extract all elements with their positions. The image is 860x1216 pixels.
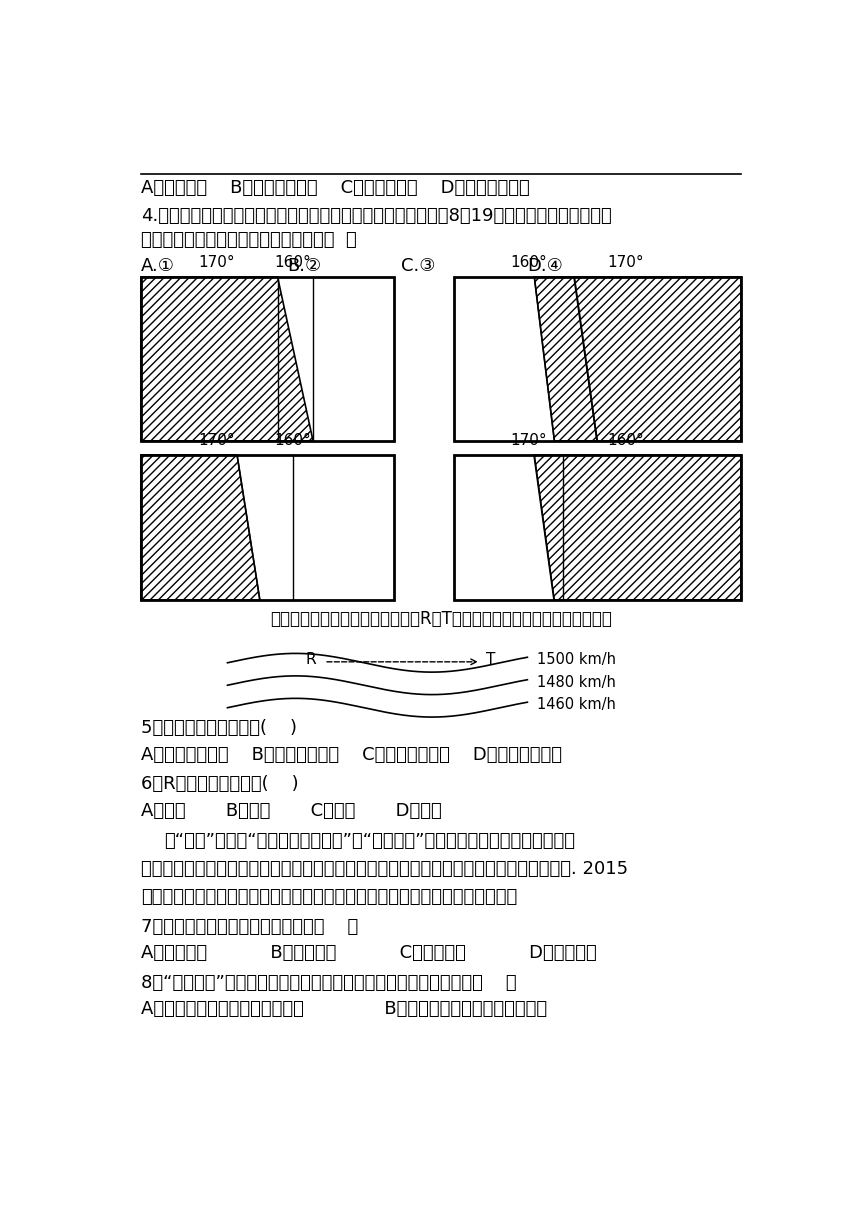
Text: 170°: 170° (199, 433, 235, 449)
Text: A.①: A.① (141, 257, 175, 275)
Bar (454, 277, 740, 441)
Text: 读地球自转等线速度分布示意图，R、T在同一纬线上。据此完成５～６题。: 读地球自转等线速度分布示意图，R、T在同一纬线上。据此完成５～６题。 (270, 609, 611, 627)
Bar (141, 277, 394, 441)
Text: D.④: D.④ (527, 257, 563, 275)
Text: 4.读图，一架在北半球飞行的飞机，飞越晨昿线上空时，当地为8日19时。根据上述条件判断，: 4.读图，一架在北半球飞行的飞机，飞越晨昿线上空时，当地为8日19时。根据上述条… (141, 207, 611, 225)
Text: B.②: B.② (287, 257, 322, 275)
Bar (454, 455, 740, 599)
Text: 5．该区域所在的位置是(    ): 5．该区域所在的位置是( ) (141, 720, 297, 737)
Polygon shape (574, 277, 740, 441)
Polygon shape (534, 277, 598, 441)
Text: 170°: 170° (199, 255, 235, 270)
Text: C.③: C.③ (401, 257, 435, 275)
Text: 160°: 160° (274, 255, 311, 270)
Bar (454, 277, 740, 441)
Text: A．南半球低纬度    B．北半球中纬度    C．南半球中纬度    D．北半球高纬度: A．南半球低纬度 B．北半球中纬度 C．南半球中纬度 D．北半球高纬度 (141, 745, 562, 764)
Text: 170°: 170° (608, 255, 644, 270)
Text: 160°: 160° (274, 433, 311, 449)
Text: 160°: 160° (608, 433, 644, 449)
Text: R: R (305, 653, 316, 668)
Text: 170°: 170° (510, 433, 547, 449)
Text: 是“下沙”。一趣“马桶盖日本自由行”让“下沙智造”走红，松下马桶盖国内销量翡一: 是“下沙”。一趣“马桶盖日本自由行”让“下沙智造”走红，松下马桶盖国内销量翡一 (164, 832, 575, 850)
Text: 8．“下沙智造”走红，松下马桶盖国内销量翡一番，说明我国企业需（    ）: 8．“下沙智造”走红，松下马桶盖国内销量翡一番，说明我国企业需（ ） (141, 974, 517, 992)
Bar (454, 455, 740, 599)
Text: 160°: 160° (510, 255, 547, 270)
Text: 1500 km/h: 1500 km/h (538, 653, 617, 668)
Bar (141, 455, 394, 599)
Polygon shape (141, 455, 260, 599)
Text: 7．类似这种生产模式的还有可能有（    ）: 7．类似这种生产模式的还有可能有（ ） (141, 918, 358, 936)
Text: A．丘陵       B．盆地       C．山地       D．高原: A．丘陵 B．盆地 C．山地 D．高原 (141, 801, 441, 820)
Text: 飞机飞越的是下列所示的四个地区中的（  ）: 飞机飞越的是下列所示的四个地区中的（ ） (141, 231, 357, 248)
Text: 1480 km/h: 1480 km/h (538, 675, 617, 689)
Text: 番。近年来，部分廉价劳动力工业部门又有不断被召回日本国内的趋势，据此完成７～９题. 2015: 番。近年来，部分廉价劳动力工业部门又有不断被召回日本国内的趋势，据此完成７～９题… (141, 860, 628, 878)
Text: 年年初，国内游客在日本旅行带回来的马桶盖，居然产自国内的杭州经济开发区: 年年初，国内游客在日本旅行带回来的马桶盖，居然产自国内的杭州经济开发区 (141, 888, 517, 906)
Text: A．加大宣传力度，打造自主品牌              B．向海外转移，降低劳动力成本: A．加大宣传力度，打造自主品牌 B．向海外转移，降低劳动力成本 (141, 1001, 547, 1018)
Text: A．高档服装           B．锤铁工业           C．燤炭工业           D．纵织工业: A．高档服装 B．锤铁工业 C．燤炭工业 D．纵织工业 (141, 944, 597, 962)
Text: T: T (486, 653, 495, 668)
Polygon shape (141, 277, 313, 441)
Text: A．坡度较缓    B．修建成本较低    C．车流量较少    D．连接的聚落多: A．坡度较缓 B．修建成本较低 C．车流量较少 D．连接的聚落多 (141, 179, 530, 197)
Text: 6．R点地形最有可能是(    ): 6．R点地形最有可能是( ) (141, 776, 298, 794)
Bar (141, 455, 394, 599)
Bar (141, 277, 394, 441)
Text: 1460 km/h: 1460 km/h (538, 698, 617, 713)
Polygon shape (534, 455, 740, 599)
